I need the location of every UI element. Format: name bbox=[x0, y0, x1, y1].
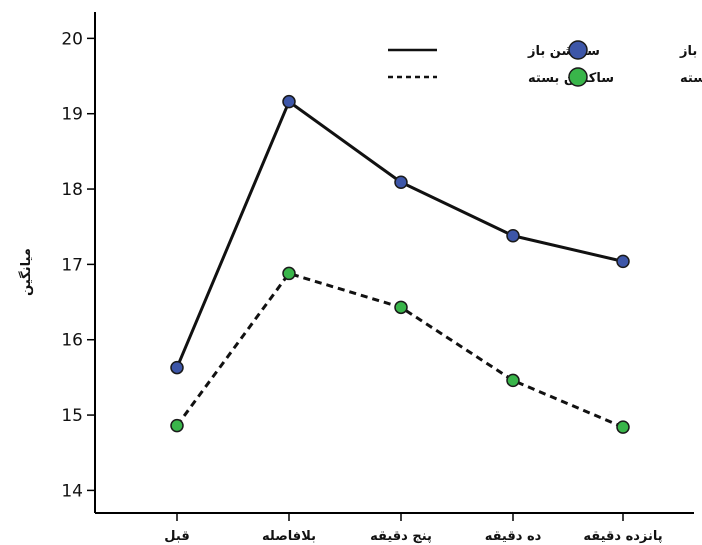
y-tick-label: 17 bbox=[61, 255, 83, 275]
axes bbox=[94, 12, 694, 514]
x-tick-label: ده دقیقه bbox=[485, 529, 542, 544]
series-1 bbox=[170, 94, 630, 375]
data-point bbox=[394, 175, 408, 190]
y-axis-ticks: 14 15 16 17 18 19 20 bbox=[61, 29, 95, 501]
y-tick-label: 20 bbox=[61, 29, 83, 49]
data-point bbox=[616, 254, 630, 269]
data-point bbox=[282, 266, 296, 281]
y-tick-label: 18 bbox=[61, 180, 83, 200]
y-tick-label: 19 bbox=[61, 105, 83, 125]
x-tick-label: بلافاصله bbox=[262, 529, 316, 544]
x-tick-label: پانزده دقیقه bbox=[583, 529, 662, 544]
legend-marker-label: ساکشن بسته bbox=[680, 71, 702, 86]
data-point bbox=[170, 418, 184, 433]
series-line bbox=[175, 100, 624, 369]
legend-item-1: ساکشن باز ساکشن باز bbox=[388, 40, 702, 60]
legend-marker-label: ساکشن باز bbox=[679, 44, 702, 59]
y-tick-label: 15 bbox=[61, 406, 83, 426]
legend-item-2: ساکشن بستهساکشن بسته bbox=[388, 67, 702, 87]
series-2 bbox=[170, 266, 630, 434]
x-tick-label: پنج دقیقه bbox=[370, 529, 432, 544]
legend-marker-swatch bbox=[568, 67, 588, 87]
data-point bbox=[616, 420, 630, 434]
x-axis-ticks: قبل بلافاصله پنج دقیقه ده دقیقه پانزده دقیقه bbox=[164, 513, 663, 544]
legend-line-label: ساکشن باز bbox=[527, 44, 600, 59]
data-point bbox=[282, 94, 296, 109]
y-tick-label: 14 bbox=[61, 481, 83, 501]
series-layer bbox=[170, 94, 630, 434]
legend: ساکشن باز ساکشن باز ساکشن بستهساکشن بسته bbox=[388, 40, 702, 87]
data-point bbox=[506, 373, 520, 388]
y-axis-title: میانگین bbox=[18, 248, 34, 296]
x-tick-label: قبل bbox=[164, 529, 189, 544]
data-point bbox=[394, 300, 408, 315]
data-point bbox=[170, 360, 184, 375]
legend-marker-swatch bbox=[568, 40, 588, 60]
data-point bbox=[506, 229, 520, 243]
y-tick-label: 16 bbox=[61, 331, 83, 351]
series-line bbox=[175, 271, 624, 429]
